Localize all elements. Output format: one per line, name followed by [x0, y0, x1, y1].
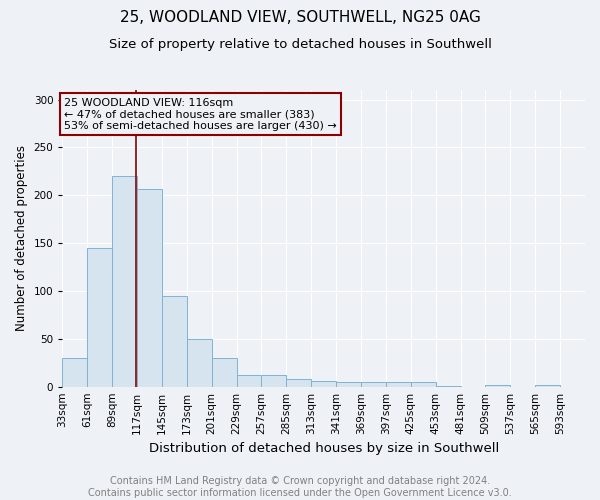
Text: 25 WOODLAND VIEW: 116sqm
← 47% of detached houses are smaller (383)
53% of semi-: 25 WOODLAND VIEW: 116sqm ← 47% of detach… [64, 98, 337, 131]
Bar [361, 382, 386, 386]
Bar [162, 296, 187, 386]
Y-axis label: Number of detached properties: Number of detached properties [15, 146, 28, 332]
Bar [62, 358, 87, 386]
Bar [112, 176, 137, 386]
X-axis label: Distribution of detached houses by size in Southwell: Distribution of detached houses by size … [149, 442, 499, 455]
Bar [236, 375, 262, 386]
Bar [212, 358, 236, 386]
Bar [535, 385, 560, 386]
Bar [386, 382, 411, 386]
Bar [87, 248, 112, 386]
Bar [137, 188, 162, 386]
Bar [336, 382, 361, 386]
Bar [411, 382, 436, 386]
Text: Contains HM Land Registry data © Crown copyright and database right 2024.
Contai: Contains HM Land Registry data © Crown c… [88, 476, 512, 498]
Text: Size of property relative to detached houses in Southwell: Size of property relative to detached ho… [109, 38, 491, 51]
Bar [262, 375, 286, 386]
Text: 25, WOODLAND VIEW, SOUTHWELL, NG25 0AG: 25, WOODLAND VIEW, SOUTHWELL, NG25 0AG [119, 10, 481, 25]
Bar [311, 381, 336, 386]
Bar [485, 385, 511, 386]
Bar [187, 339, 212, 386]
Bar [286, 379, 311, 386]
